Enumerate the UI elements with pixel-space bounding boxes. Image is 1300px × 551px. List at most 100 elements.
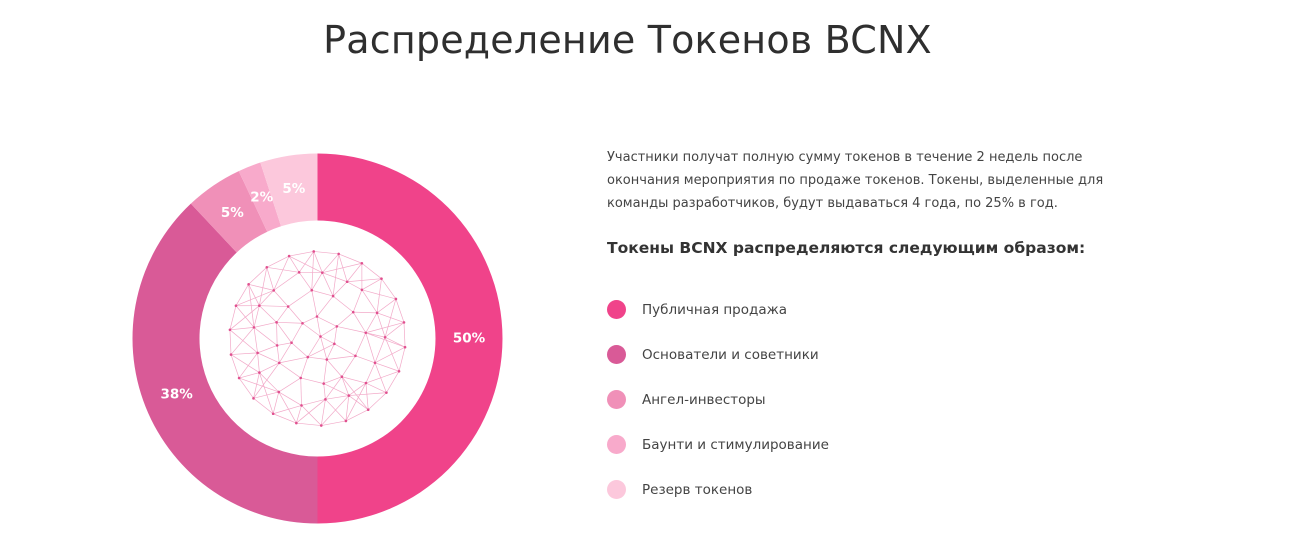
sphere-edge [229, 329, 232, 355]
sphere-edge [300, 356, 309, 379]
sphere-node [300, 404, 303, 407]
sphere-edge [348, 392, 387, 396]
sphere-edge [365, 383, 369, 410]
sphere-node [402, 321, 406, 324]
sphere-edge [313, 251, 323, 273]
sphere-edge [365, 332, 386, 338]
sphere-edge [355, 355, 376, 364]
donut-chart-svg: 50% 38% 5% 2% 5% [132, 153, 503, 524]
sphere-node [397, 369, 401, 373]
sphere-edge [326, 343, 335, 360]
legend-label: Основатели и советники [642, 346, 819, 363]
sphere-edge [278, 391, 302, 406]
sphere-edge [291, 323, 303, 343]
sphere-node [252, 326, 256, 329]
sphere-edge [273, 290, 289, 307]
sphere-node [322, 382, 326, 385]
sphere-edge [276, 322, 292, 343]
sphere-node [258, 304, 261, 307]
sphere-node [299, 376, 303, 380]
sphere-node [366, 408, 370, 412]
donut-slice-4 [238, 162, 282, 232]
sphere-edge [361, 278, 382, 291]
sphere-edge [287, 306, 303, 324]
sphere-edge [361, 289, 397, 300]
sphere-edge [230, 354, 240, 379]
sphere-node [394, 297, 398, 301]
sphere-edge [259, 305, 289, 307]
chart-slices [132, 153, 503, 524]
sphere-edge [398, 347, 406, 372]
slice-value-label: 2% [250, 190, 273, 206]
sphere-edge [259, 372, 280, 393]
sphere-node [351, 310, 355, 314]
sphere-edge [230, 327, 255, 355]
sphere-edge [353, 311, 378, 314]
sphere-edge [323, 383, 326, 400]
sphere-node [229, 353, 233, 356]
sphere-edge [326, 355, 356, 360]
sphere-edge [374, 362, 387, 393]
sphere-edge [307, 356, 327, 360]
sphere-edge [301, 398, 326, 406]
sphere-edge [376, 278, 382, 313]
sphere-edge [334, 343, 356, 357]
sphere-node [360, 288, 364, 292]
sphere-node [403, 345, 407, 349]
sphere-edge [291, 342, 309, 358]
sphere-edge [253, 391, 279, 399]
sphere-edge [345, 382, 367, 422]
sphere-node [256, 351, 259, 355]
sphere-edge [229, 329, 258, 354]
sphere-edge [376, 312, 386, 338]
sphere-edge [307, 343, 335, 358]
sphere-node [345, 280, 349, 284]
sphere-edge [300, 377, 324, 384]
sphere-edge [238, 377, 279, 393]
sphere-node [315, 315, 319, 318]
sphere-node [321, 271, 324, 274]
sphere-edge [323, 376, 342, 384]
sphere-edge [336, 326, 366, 334]
sphere-edge [277, 342, 292, 346]
sphere-edge [325, 395, 349, 400]
sphere-edge [365, 332, 376, 363]
sphere-node [275, 321, 278, 324]
sphere-node [247, 283, 250, 286]
slice-value-label: 50% [453, 331, 486, 347]
sphere-node [228, 328, 232, 332]
sphere-edge [316, 316, 321, 337]
legend-dot-icon [607, 300, 626, 319]
donut-slice-2 [132, 203, 318, 524]
legend-dot-icon [607, 390, 626, 409]
sphere-edge [384, 337, 400, 372]
sphere-node [331, 294, 335, 298]
sphere-edge [376, 298, 397, 314]
sphere-edge [320, 399, 326, 426]
sphere-edge [395, 298, 405, 323]
sphere-edge [298, 272, 313, 291]
legend-item-public-sale: Публичная продажа [607, 287, 1147, 332]
sphere-node [340, 375, 344, 379]
legend-label: Ангел-инвесторы [642, 391, 766, 408]
sphere-node [252, 397, 255, 400]
sphere-edge [279, 356, 308, 364]
sphere-node [301, 321, 304, 325]
sphere-edge [307, 336, 321, 358]
sphere-node [325, 358, 329, 361]
sphere-node [271, 412, 275, 416]
sphere-node [380, 277, 383, 280]
sphere-edge [338, 253, 362, 264]
sphere-edge [296, 422, 322, 426]
geodesic-sphere-graphic [228, 250, 407, 427]
sphere-edge [320, 326, 337, 337]
legend-label: Баунти и стимулирование [642, 436, 829, 453]
sphere-edge [248, 284, 260, 306]
sphere-edge [253, 327, 278, 346]
sphere-edge [348, 382, 367, 396]
distribution-description: Участники получат полную сумму токенов в… [607, 150, 1104, 211]
sphere-edge [276, 345, 280, 363]
sphere-node [234, 304, 238, 308]
sphere-edge [348, 395, 369, 410]
sphere-edge [321, 395, 350, 426]
